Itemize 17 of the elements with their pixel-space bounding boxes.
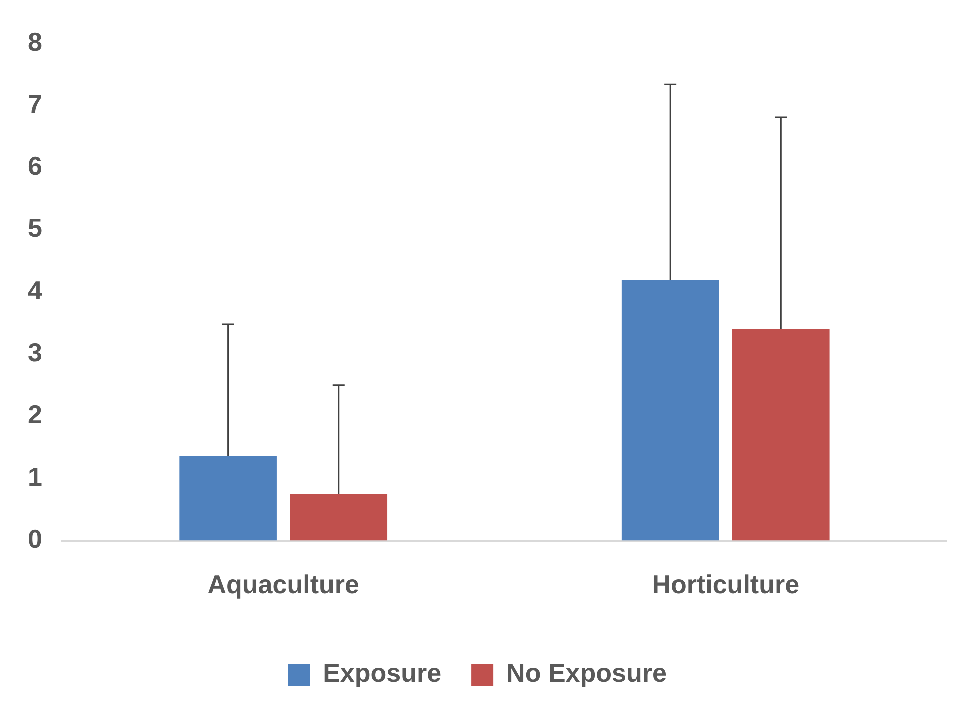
- legend-label: No Exposure: [506, 658, 667, 688]
- y-tick-label: 4: [28, 275, 43, 306]
- x-tick-label: Aquaculture: [208, 570, 360, 600]
- bar: [180, 456, 277, 541]
- y-tick-label: 6: [28, 151, 42, 182]
- y-tick-label: 5: [28, 213, 42, 244]
- y-tick-label: 8: [28, 26, 42, 57]
- y-tick-label: 1: [28, 462, 42, 492]
- legend-label: Exposure: [323, 658, 442, 688]
- bar: [732, 329, 830, 541]
- y-tick-label: 0: [28, 524, 42, 554]
- y-tick-label: 2: [28, 400, 42, 430]
- y-tick-label: 7: [28, 88, 42, 119]
- x-tick-label: Horticulture: [652, 570, 800, 600]
- y-tick-label: 3: [28, 338, 42, 368]
- bar: [290, 494, 388, 541]
- bar: [622, 280, 720, 541]
